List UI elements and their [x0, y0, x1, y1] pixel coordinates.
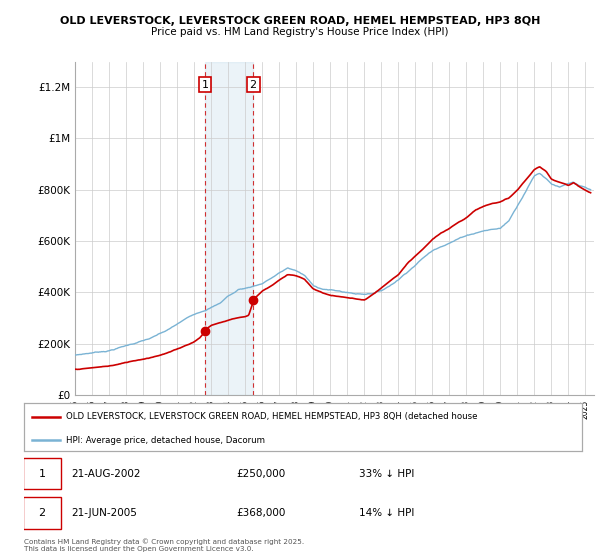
Text: 21-AUG-2002: 21-AUG-2002 — [71, 469, 141, 479]
FancyBboxPatch shape — [23, 458, 61, 489]
Text: Contains HM Land Registry data © Crown copyright and database right 2025.
This d: Contains HM Land Registry data © Crown c… — [24, 539, 304, 552]
Text: OLD LEVERSTOCK, LEVERSTOCK GREEN ROAD, HEMEL HEMPSTEAD, HP3 8QH (detached house: OLD LEVERSTOCK, LEVERSTOCK GREEN ROAD, H… — [66, 412, 478, 421]
Text: 33% ↓ HPI: 33% ↓ HPI — [359, 469, 414, 479]
Text: 2: 2 — [250, 80, 257, 90]
Text: £368,000: £368,000 — [236, 508, 286, 518]
Bar — [205, 62, 253, 395]
Text: 2: 2 — [38, 508, 46, 518]
Text: £250,000: £250,000 — [236, 469, 285, 479]
Text: 21-JUN-2005: 21-JUN-2005 — [71, 508, 137, 518]
FancyBboxPatch shape — [23, 497, 61, 529]
Text: 1: 1 — [38, 469, 46, 479]
Text: Price paid vs. HM Land Registry's House Price Index (HPI): Price paid vs. HM Land Registry's House … — [151, 27, 449, 37]
Text: OLD LEVERSTOCK, LEVERSTOCK GREEN ROAD, HEMEL HEMPSTEAD, HP3 8QH: OLD LEVERSTOCK, LEVERSTOCK GREEN ROAD, H… — [60, 16, 540, 26]
Text: HPI: Average price, detached house, Dacorum: HPI: Average price, detached house, Daco… — [66, 436, 265, 445]
Text: 14% ↓ HPI: 14% ↓ HPI — [359, 508, 414, 518]
Text: 1: 1 — [202, 80, 209, 90]
